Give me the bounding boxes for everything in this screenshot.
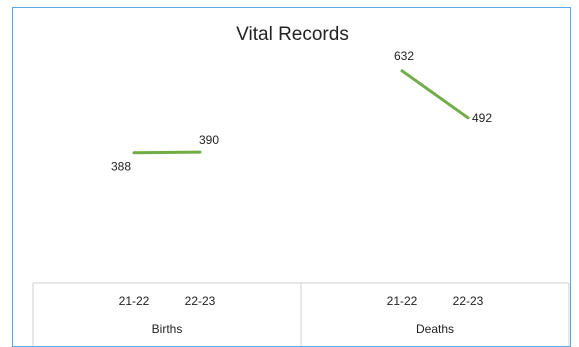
data-label: 632	[394, 49, 414, 63]
data-label: 390	[199, 133, 219, 147]
chart-title: Vital Records	[236, 24, 349, 45]
category-tick-label: 22-23	[185, 294, 216, 308]
series-line-deaths	[400, 69, 470, 120]
category-tick-label: 21-22	[119, 294, 150, 308]
data-label: 492	[472, 111, 492, 125]
data-label: 388	[111, 160, 131, 174]
category-tick-label: 21-22	[387, 294, 418, 308]
series-line-births	[132, 150, 202, 155]
group-label: Births	[152, 322, 183, 336]
chart-area: Vital Records 388 390 21-22 22-23 Births 632 4…	[12, 7, 571, 347]
category-tick-label: 22-23	[453, 294, 484, 308]
group-label: Deaths	[416, 322, 454, 336]
